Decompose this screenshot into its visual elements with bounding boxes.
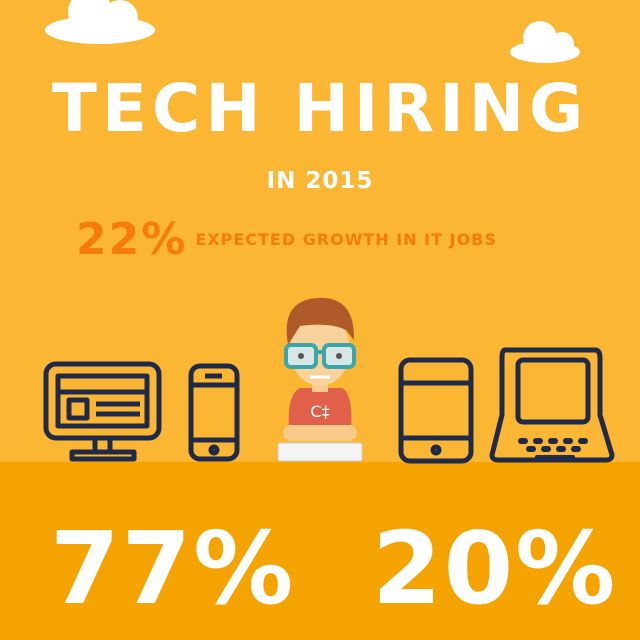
shirt-text: C‡ (310, 402, 329, 421)
growth-percent: 22% (76, 214, 188, 265)
developer-character (277, 297, 363, 462)
tablet-icon (398, 357, 474, 464)
page-subtitle: IN 2015 (266, 168, 374, 194)
page-title: TECH HIRING (51, 70, 589, 147)
smartphone-icon (188, 363, 240, 462)
bottom-band (0, 462, 640, 640)
growth-label: EXPECTED GROWTH IN IT JOBS (195, 230, 497, 249)
desktop-monitor-icon (43, 361, 162, 462)
laptop-keyboard (518, 438, 588, 459)
stat-value: 77% (50, 510, 296, 627)
stat-value: 20% (372, 510, 618, 627)
cloud-icon (45, 0, 155, 44)
cloud-icon (510, 21, 580, 63)
growth-stat: 22% EXPECTED GROWTH IN IT JOBS (76, 214, 497, 265)
laptop-icon (489, 347, 615, 463)
